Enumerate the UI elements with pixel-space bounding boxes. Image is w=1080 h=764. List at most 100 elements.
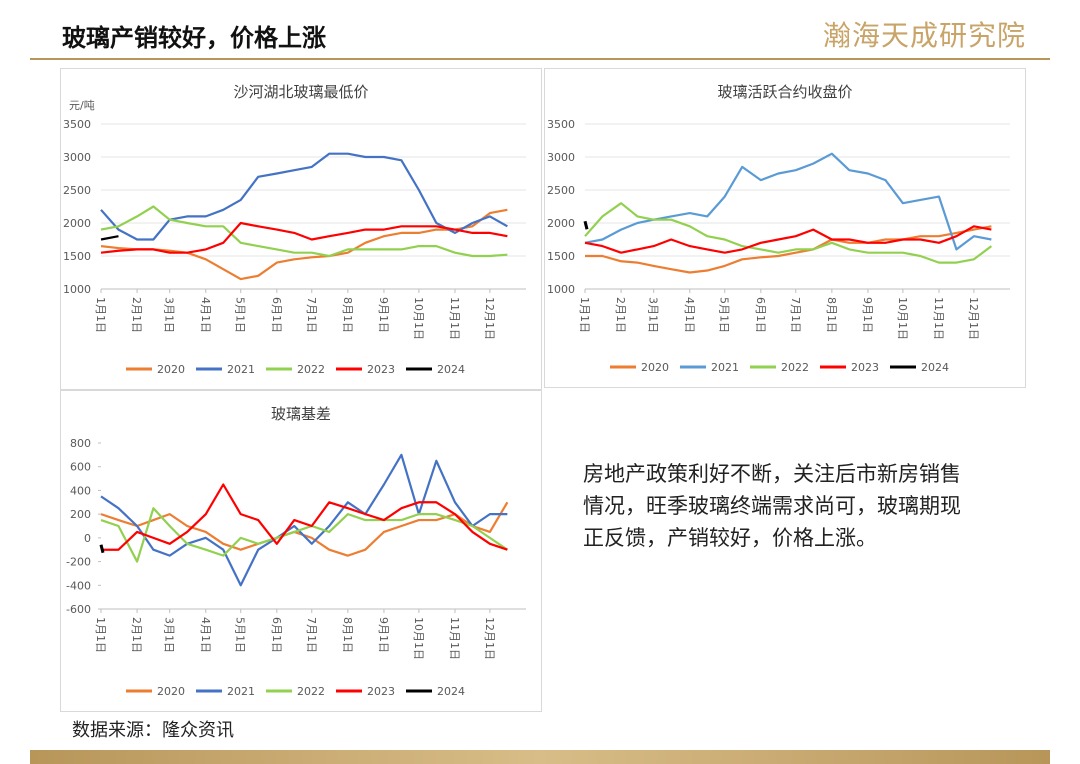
series-line — [100, 208, 508, 281]
legend-label: 2023 — [851, 361, 879, 374]
legend-label: 2024 — [921, 361, 949, 374]
legend-label: 2024 — [437, 685, 465, 698]
y-tick-label: -400 — [66, 579, 91, 592]
x-tick-label: 3月1日 — [163, 617, 176, 653]
legend-label: 2021 — [227, 363, 255, 376]
y-tick-label: 600 — [70, 461, 91, 474]
legend-label: 2021 — [711, 361, 739, 374]
y-tick-label: -600 — [66, 603, 91, 616]
x-tick-label: 9月1日 — [377, 297, 390, 333]
x-tick-label: 10月1日 — [412, 297, 425, 340]
series-line — [100, 453, 508, 587]
x-tick-label: 12月1日 — [967, 297, 980, 340]
series-line — [585, 225, 992, 274]
x-tick-label: 7月1日 — [789, 297, 802, 333]
y-tick-label: 1500 — [63, 250, 91, 263]
series-line — [100, 221, 508, 254]
legend-label: 2022 — [297, 363, 325, 376]
chart-panel: 玻璃活跃合约收盘价 1000 1500 2000 2500 3000 3500 1月1日 2月1… — [544, 68, 1026, 388]
x-tick-label: 1月1日 — [578, 297, 591, 333]
x-tick-label: 7月1日 — [305, 617, 318, 653]
x-tick-label: 10月1日 — [896, 297, 909, 340]
chart-title: 沙河湖北玻璃最低价 — [233, 83, 368, 101]
x-tick-label: 7月1日 — [305, 297, 318, 333]
x-tick-label: 5月1日 — [234, 297, 247, 333]
legend-label: 2023 — [367, 363, 395, 376]
logo: 瀚海天成研究院 — [822, 19, 1026, 52]
x-tick-label: 2月1日 — [130, 297, 143, 333]
x-tick-label: 11月1日 — [932, 297, 945, 340]
chart-panel: 沙河湖北玻璃最低价元/吨 1000 1500 2000 2500 3000 3500 1月1日… — [60, 68, 542, 390]
x-tick-label: 9月1日 — [861, 297, 874, 333]
x-tick-label: 2月1日 — [130, 617, 143, 653]
chart-panel: 玻璃基差 -600 -400 -200 0 200 400 600 800 1月1日 2月1日 3月1… — [60, 390, 542, 712]
x-tick-label: 2月1日 — [614, 297, 627, 333]
chart-title: 玻璃活跃合约收盘价 — [717, 83, 852, 101]
legend-label: 2022 — [297, 685, 325, 698]
source: 数据来源：隆众资讯 — [72, 720, 234, 741]
y-tick-label: 3500 — [547, 118, 575, 131]
chart: 玻璃活跃合约收盘价 1000 1500 2000 2500 3000 3500 1月1日 2月1… — [547, 83, 1010, 374]
x-tick-label: 4月1日 — [199, 617, 212, 653]
x-tick-label: 6月1日 — [754, 297, 767, 333]
series-line — [101, 483, 508, 551]
legend-label: 2020 — [157, 363, 185, 376]
footer-bar — [30, 750, 1050, 764]
series-line — [584, 225, 992, 254]
y-tick-label: 400 — [70, 484, 91, 497]
series-line — [100, 205, 508, 258]
x-tick-label: 5月1日 — [718, 297, 731, 333]
x-tick-label: 8月1日 — [341, 617, 354, 653]
x-tick-label: 12月1日 — [483, 297, 496, 340]
x-tick-label: 8月1日 — [825, 297, 838, 333]
x-tick-label: 9月1日 — [377, 617, 390, 653]
y-tick-label: 1000 — [63, 283, 91, 296]
series-line — [100, 235, 119, 241]
x-tick-label: 4月1日 — [199, 297, 212, 333]
x-tick-label: 8月1日 — [341, 297, 354, 333]
series-line — [100, 507, 508, 563]
chart: 玻璃基差 -600 -400 -200 0 200 400 600 800 1月1日 2月1日 3月1… — [66, 405, 526, 698]
x-tick-label: 10月1日 — [412, 617, 425, 660]
y-tick-label: 1000 — [547, 283, 575, 296]
y-axis-label: 元/吨 — [69, 99, 95, 112]
slide-title: 玻璃产销较好，价格上涨 — [62, 23, 326, 52]
y-tick-label: 0 — [84, 532, 91, 545]
y-tick-label: 800 — [70, 437, 91, 450]
x-tick-label: 1月1日 — [94, 617, 107, 653]
x-tick-label: 11月1日 — [448, 297, 461, 340]
y-tick-label: 2500 — [63, 184, 91, 197]
y-tick-label: 3000 — [63, 151, 91, 164]
chart-title: 玻璃基差 — [271, 405, 331, 423]
legend-label: 2022 — [781, 361, 809, 374]
y-tick-label: 2500 — [547, 184, 575, 197]
x-tick-label: 1月1日 — [94, 297, 107, 333]
y-tick-label: 3500 — [63, 118, 91, 131]
series-line — [584, 152, 992, 251]
y-tick-label: 2000 — [547, 217, 575, 230]
x-tick-label: 5月1日 — [234, 617, 247, 653]
y-tick-label: 2000 — [63, 217, 91, 230]
x-tick-label: 6月1日 — [270, 297, 283, 333]
y-tick-label: -200 — [66, 556, 91, 569]
x-tick-label: 4月1日 — [683, 297, 696, 333]
y-tick-label: 3000 — [547, 151, 575, 164]
commentary: 房地产政策利好不断，关注后市新房销售情况，旺季玻璃终端需求尚可，玻璃期现正反馈，… — [583, 462, 961, 550]
legend-label: 2020 — [157, 685, 185, 698]
header-rule — [30, 58, 1050, 60]
series-line — [583, 220, 589, 230]
legend-label: 2021 — [227, 685, 255, 698]
legend-label: 2020 — [641, 361, 669, 374]
series-line — [99, 544, 105, 554]
x-tick-label: 11月1日 — [448, 617, 461, 660]
x-tick-label: 12月1日 — [483, 617, 496, 660]
x-tick-label: 3月1日 — [163, 297, 176, 333]
legend-label: 2024 — [437, 363, 465, 376]
x-tick-label: 6月1日 — [270, 617, 283, 653]
legend-label: 2023 — [367, 685, 395, 698]
x-tick-label: 3月1日 — [647, 297, 660, 333]
y-tick-label: 200 — [70, 508, 91, 521]
series-line — [584, 202, 993, 264]
